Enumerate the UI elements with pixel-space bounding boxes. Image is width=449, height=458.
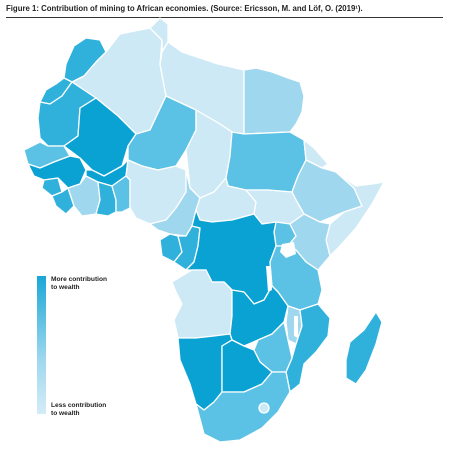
title-rule	[6, 17, 443, 18]
lake-victoria	[280, 242, 296, 258]
region-lesotho	[258, 402, 270, 414]
legend-low-label-line2: to wealth	[51, 410, 80, 417]
legend-low-label: Less contribution to wealth	[51, 402, 106, 418]
region-guinea	[27, 155, 87, 189]
region-madagascar	[345, 311, 383, 385]
legend-high-label-line1: More contribution	[51, 276, 108, 283]
legend-low-label-line1: Less contribution	[51, 402, 107, 409]
region-eritrea	[303, 139, 329, 169]
region-somalia	[325, 171, 385, 257]
region-egypt	[243, 67, 305, 135]
legend-high-label-line2: to wealth	[51, 284, 80, 291]
region-mozambique	[285, 303, 331, 393]
legend-gradient-bar	[37, 276, 46, 414]
lake-malawi	[294, 316, 298, 338]
region-niger	[127, 95, 197, 171]
figure-title: Figure 1: Contribution of mining to Afri…	[6, 4, 363, 13]
legend-high-label: More contribution to wealth	[51, 276, 107, 292]
region-sudan	[225, 131, 307, 193]
lake-tanganyika	[266, 266, 272, 292]
region-south-africa	[195, 371, 291, 443]
